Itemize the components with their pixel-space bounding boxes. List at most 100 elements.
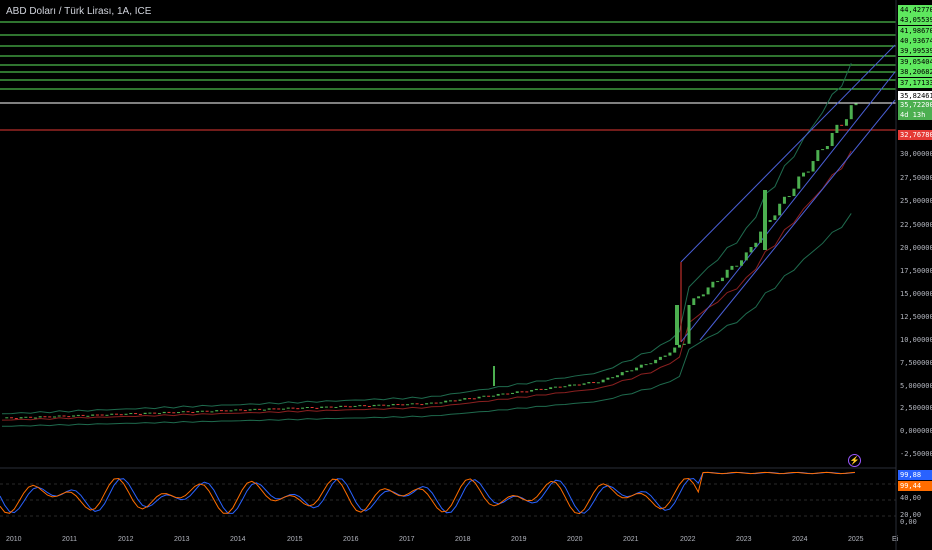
candle	[468, 398, 472, 400]
candle	[553, 386, 557, 388]
candle	[844, 119, 848, 126]
candle	[706, 287, 710, 295]
candle	[825, 145, 829, 150]
time-tick: 2023	[736, 536, 752, 543]
candle	[162, 411, 166, 414]
candle	[367, 405, 371, 407]
candle	[329, 406, 333, 408]
candle	[157, 413, 161, 415]
candle	[773, 215, 777, 221]
candle	[482, 395, 486, 397]
candle	[129, 413, 133, 415]
oscillator-tick: 40,00	[900, 494, 922, 502]
candle	[143, 412, 147, 415]
candle	[57, 415, 61, 417]
symbol-title[interactable]: ABD Doları / Türk Lirası, 1A, ICE	[6, 6, 152, 17]
price-tick: 10,000000	[900, 336, 932, 344]
candle	[24, 416, 28, 418]
candle	[778, 203, 782, 216]
time-tick: 2011	[62, 536, 78, 543]
price-tick: 0,000000	[900, 427, 932, 435]
candle	[525, 391, 529, 393]
candle	[649, 363, 653, 365]
candle	[229, 410, 233, 412]
time-tick: 2025	[848, 536, 864, 543]
price-tick: 27,500000	[900, 174, 932, 182]
candle	[487, 395, 491, 397]
candle	[363, 405, 367, 407]
price-tick: 22,500000	[900, 221, 932, 229]
candle	[386, 405, 390, 407]
time-tick: 2013	[174, 536, 190, 543]
candle	[339, 405, 343, 407]
candle	[491, 395, 495, 397]
candle	[530, 390, 534, 392]
level-tag-green: 43,055397	[898, 15, 932, 25]
lightning-icon[interactable]: ⚡	[848, 454, 861, 467]
candle	[611, 377, 615, 379]
candle	[315, 407, 319, 409]
candle	[644, 364, 648, 366]
candle	[425, 403, 429, 405]
time-tick: 2016	[343, 536, 359, 543]
candle	[654, 359, 658, 364]
candle	[830, 132, 834, 146]
candle	[243, 410, 247, 412]
price-tick: 2,500000	[900, 404, 932, 412]
candle	[196, 411, 200, 413]
trend-channel-line	[699, 99, 896, 341]
candle	[10, 417, 14, 419]
candle	[410, 403, 414, 405]
candle	[434, 402, 438, 404]
candle	[291, 407, 295, 409]
level-tag-price: 35,722000	[898, 100, 932, 110]
candle	[675, 305, 679, 345]
candle	[153, 412, 157, 414]
candle	[267, 408, 271, 410]
time-tick: 2012	[118, 536, 134, 543]
candle	[453, 400, 457, 402]
level-tag-green: 39,054040	[898, 57, 932, 67]
level-tag-green: 38,206824	[898, 67, 932, 77]
candle	[215, 410, 219, 412]
candle	[52, 416, 56, 418]
candle	[735, 265, 739, 267]
candle	[19, 417, 23, 419]
bollinger-upper	[1, 62, 852, 415]
candle	[134, 413, 138, 415]
candle	[296, 408, 300, 410]
candle	[582, 383, 586, 385]
candle	[382, 404, 386, 406]
candle	[854, 103, 858, 106]
candle	[701, 294, 705, 297]
candle	[48, 416, 52, 418]
level-tag-green: 39,995392	[898, 46, 932, 56]
candle	[186, 411, 190, 413]
candle	[439, 402, 443, 404]
candle	[549, 387, 553, 389]
candle	[29, 416, 33, 418]
candle	[577, 384, 581, 386]
candle	[768, 220, 772, 222]
candle	[396, 404, 400, 406]
candle	[730, 265, 734, 270]
level-tag-price: 4d 13h	[898, 110, 932, 120]
candle	[148, 412, 152, 414]
price-tick: 5,000000	[900, 382, 932, 390]
price-tick: 17,500000	[900, 267, 932, 275]
candle	[43, 416, 47, 418]
candle	[716, 281, 720, 283]
candle	[472, 398, 476, 400]
candle	[138, 413, 142, 415]
candle	[749, 247, 753, 253]
candle	[76, 414, 80, 416]
candle	[95, 414, 99, 416]
price-tick: 25,000000	[900, 197, 932, 205]
candle	[811, 161, 815, 172]
candle	[191, 412, 195, 414]
candle	[124, 413, 128, 415]
bollinger-lower	[1, 213, 852, 427]
candle	[91, 414, 95, 416]
candle	[5, 417, 9, 419]
